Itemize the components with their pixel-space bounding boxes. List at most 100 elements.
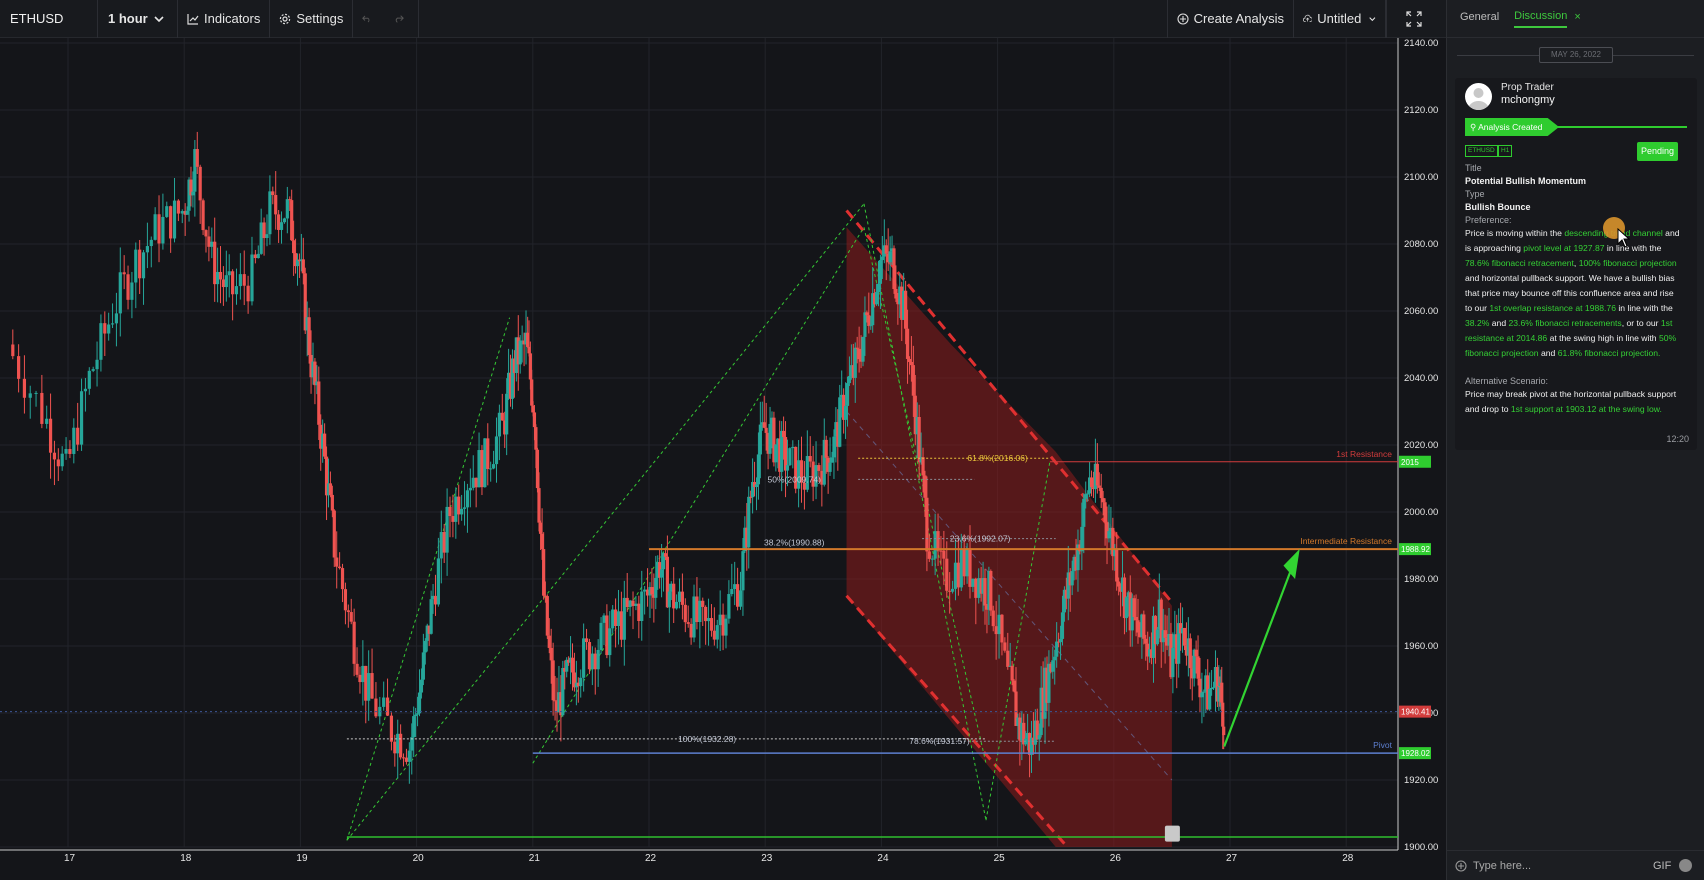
candle-body	[643, 589, 647, 592]
x-tick-label: 24	[877, 853, 889, 864]
message-input[interactable]	[1473, 859, 1643, 872]
candle-body	[1182, 627, 1187, 646]
candle-body	[919, 457, 923, 463]
type-label: Type	[1465, 189, 1485, 199]
candle-body	[1053, 656, 1057, 661]
candle-body	[572, 672, 577, 688]
y-tick-label: 2060.00	[1404, 306, 1438, 317]
indicators-button[interactable]: Indicators	[178, 0, 271, 38]
add-icon[interactable]	[1455, 859, 1467, 872]
candle-body	[979, 578, 983, 594]
candle-body	[555, 701, 559, 713]
candle-body	[343, 589, 348, 611]
candle-body	[1184, 645, 1189, 656]
candle-body	[207, 236, 211, 247]
candle-body	[486, 438, 490, 469]
candle-body	[1057, 641, 1061, 643]
preference-segment: 1st overlap resistance at 1988.76	[1489, 303, 1616, 313]
candle-body	[1200, 692, 1204, 698]
candle-body	[396, 733, 400, 754]
candle-body	[1086, 493, 1090, 495]
candle-body	[667, 591, 671, 608]
candle-body	[95, 359, 99, 370]
candle-body	[857, 348, 861, 360]
candle-body	[161, 216, 165, 244]
candle-body	[494, 436, 499, 465]
symbol-selector[interactable]: ETHUSD	[0, 0, 98, 38]
candle-body	[1134, 617, 1138, 621]
undo-button[interactable]	[353, 0, 385, 38]
price-chart[interactable]: 2140.00 2120.00 2100.00 2080.00 2060.00 2040.…	[0, 38, 1446, 880]
candle-body	[871, 293, 875, 326]
candle-body	[974, 578, 978, 598]
candle-body	[335, 557, 339, 567]
candle-body	[1126, 592, 1130, 598]
message-time: 12:20	[1666, 434, 1689, 444]
candle-body	[1010, 665, 1014, 681]
candle-body	[640, 591, 644, 621]
fib-label: 50%(2009.74)	[768, 474, 822, 484]
close-tab-icon[interactable]: ×	[1574, 10, 1581, 23]
candle-body	[374, 698, 378, 717]
y-tick-label: 1980.00	[1404, 574, 1438, 585]
candle-body	[262, 222, 266, 239]
candle-body	[718, 614, 722, 626]
candle-body	[114, 313, 119, 324]
fullscreen-button[interactable]	[1386, 0, 1446, 38]
candle-body	[826, 457, 830, 472]
status-badge[interactable]: Pending	[1637, 142, 1678, 161]
candle-body	[1074, 556, 1078, 571]
candle-body	[758, 424, 762, 455]
candle-body	[981, 578, 985, 594]
candle-body	[234, 286, 239, 295]
redo-button[interactable]	[385, 0, 420, 38]
candle-body	[506, 372, 511, 394]
candle-body	[1109, 527, 1113, 532]
candle-body	[489, 468, 493, 470]
candle-body	[1033, 720, 1037, 745]
interval-dropdown[interactable]: 1 hour	[98, 0, 178, 38]
emoji-icon[interactable]	[1679, 859, 1693, 872]
layout-dropdown[interactable]: Untitled	[1294, 0, 1386, 38]
fib-projection-line	[346, 317, 511, 841]
tab-general[interactable]: General	[1460, 10, 1500, 23]
candle-body	[817, 465, 821, 471]
candle-body	[145, 246, 150, 253]
candle-body	[311, 361, 315, 378]
candle-body	[565, 659, 569, 672]
candle-body	[741, 551, 745, 591]
gif-button[interactable]: GIF	[1653, 859, 1672, 872]
candle-body	[103, 323, 107, 334]
candle-body	[297, 259, 302, 262]
create-analysis-button[interactable]: Create Analysis	[1166, 0, 1294, 38]
candle-body	[884, 245, 888, 254]
analysis-created-banner: ⚲ Analysis Created	[1465, 118, 1559, 136]
chart-canvas[interactable]: 2140.00 2120.00 2100.00 2080.00 2060.00 2040.…	[0, 38, 1446, 880]
candle-body	[442, 532, 446, 553]
candle-body	[1202, 691, 1206, 693]
symbol-label: ETHUSD	[10, 11, 64, 26]
candle-body	[1149, 649, 1154, 658]
tab-discussion[interactable]: Discussion	[1514, 10, 1568, 28]
message-input-bar: GIF	[1447, 850, 1704, 880]
candle-body	[888, 251, 892, 263]
candle-body	[1076, 544, 1080, 571]
candle-body	[824, 439, 828, 458]
price-badge	[1399, 705, 1431, 718]
candle-body	[425, 625, 429, 641]
candle-body	[843, 405, 848, 420]
candle-body	[549, 647, 553, 661]
candle-body	[1132, 598, 1136, 618]
candle-body	[608, 628, 612, 656]
settings-button[interactable]: Settings	[270, 0, 354, 38]
candle-body	[483, 438, 487, 488]
candle-body	[510, 358, 515, 399]
candle-body	[582, 638, 586, 678]
candle-body	[126, 274, 130, 300]
candle-body	[122, 272, 126, 275]
candle-body	[231, 271, 235, 295]
x-tick-label: 18	[180, 853, 192, 864]
y-tick-label: 2040.00	[1404, 373, 1438, 384]
price-badge	[1399, 543, 1431, 556]
banner-line	[1557, 126, 1687, 128]
